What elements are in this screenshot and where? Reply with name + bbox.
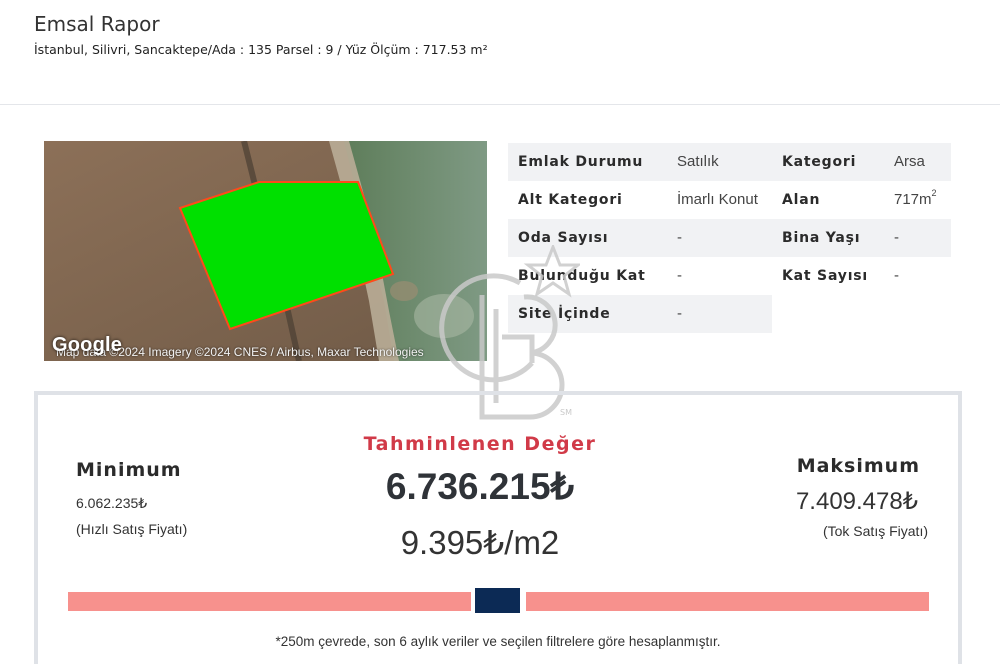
property-row: Bulunduğu Kat - Kat Sayısı - <box>508 257 951 295</box>
property-value: - <box>677 305 682 322</box>
property-label: Kategori <box>782 154 857 170</box>
parcel-map[interactable] <box>44 141 487 361</box>
property-value: - <box>894 229 899 246</box>
area-unit-exponent: 2 <box>931 188 937 198</box>
parcel-polygon[interactable] <box>178 181 395 331</box>
property-value: 717m2 <box>894 181 937 219</box>
property-label: Bulunduğu Kat <box>518 268 646 284</box>
property-value: - <box>894 267 899 284</box>
property-label: Kat Sayısı <box>782 268 869 284</box>
calculation-footnote: *250m çevrede, son 6 aylık veriler ve se… <box>275 634 721 649</box>
property-row: Emlak Durumu Satılık Kategori Arsa <box>508 143 951 181</box>
estimate-title: Tahminlenen Değer <box>363 433 597 455</box>
gb-watermark-logo: SM <box>439 245 580 420</box>
property-label: Alan <box>782 192 821 208</box>
property-value: - <box>677 267 682 284</box>
estimate-value: 6.736.215₺ <box>385 466 575 507</box>
report-header: Emsal Rapor İstanbul, Silivri, Sancaktep… <box>0 0 1000 105</box>
property-label: Bina Yaşı <box>782 230 861 246</box>
property-row: Alt Kategori İmarlı Konut Alan 717m2 <box>508 181 951 219</box>
range-bar-left <box>68 592 471 611</box>
property-value: Arsa <box>894 153 925 170</box>
property-value: İmarlı Konut <box>677 191 758 208</box>
range-bar-right <box>526 592 929 611</box>
maximum-note: (Tok Satış Fiyatı) <box>822 523 928 539</box>
area-value: 717m <box>894 191 932 208</box>
maximum-title: Maksimum <box>796 455 920 477</box>
property-label: Emlak Durumu <box>518 154 644 170</box>
property-value: Satılık <box>677 153 719 170</box>
trademark-mark: SM <box>560 408 572 417</box>
property-label: Alt Kategori <box>518 192 623 208</box>
property-label: Oda Sayısı <box>518 230 609 246</box>
property-row: Site İçinde - <box>508 295 951 333</box>
property-details-table: Emlak Durumu Satılık Kategori Arsa Alt K… <box>508 143 951 333</box>
minimum-title: Minimum <box>76 459 182 481</box>
estimate-marker <box>475 588 520 613</box>
minimum-value: 6.062.235₺ <box>76 495 148 511</box>
valuation-card: Minimum 6.062.235₺ (Hızlı Satış Fiyatı) … <box>34 391 962 664</box>
parcel-location: İstanbul, Silivri, Sancaktepe/Ada : 135 … <box>34 42 488 57</box>
estimate-per-m2: 9.395₺/m2 <box>400 524 560 561</box>
google-logo: Google <box>52 334 123 356</box>
page-title: Emsal Rapor <box>34 12 160 36</box>
property-row: Oda Sayısı - Bina Yaşı - <box>508 219 951 257</box>
satellite-image <box>44 141 487 361</box>
minimum-note: (Hızlı Satış Fiyatı) <box>76 521 188 537</box>
maximum-value: 7.409.478₺ <box>795 488 918 515</box>
property-value: - <box>677 229 682 246</box>
property-label: Site İçinde <box>518 306 611 322</box>
map-attribution: Map data ©2024 Imagery ©2024 CNES / Airb… <box>56 345 424 359</box>
